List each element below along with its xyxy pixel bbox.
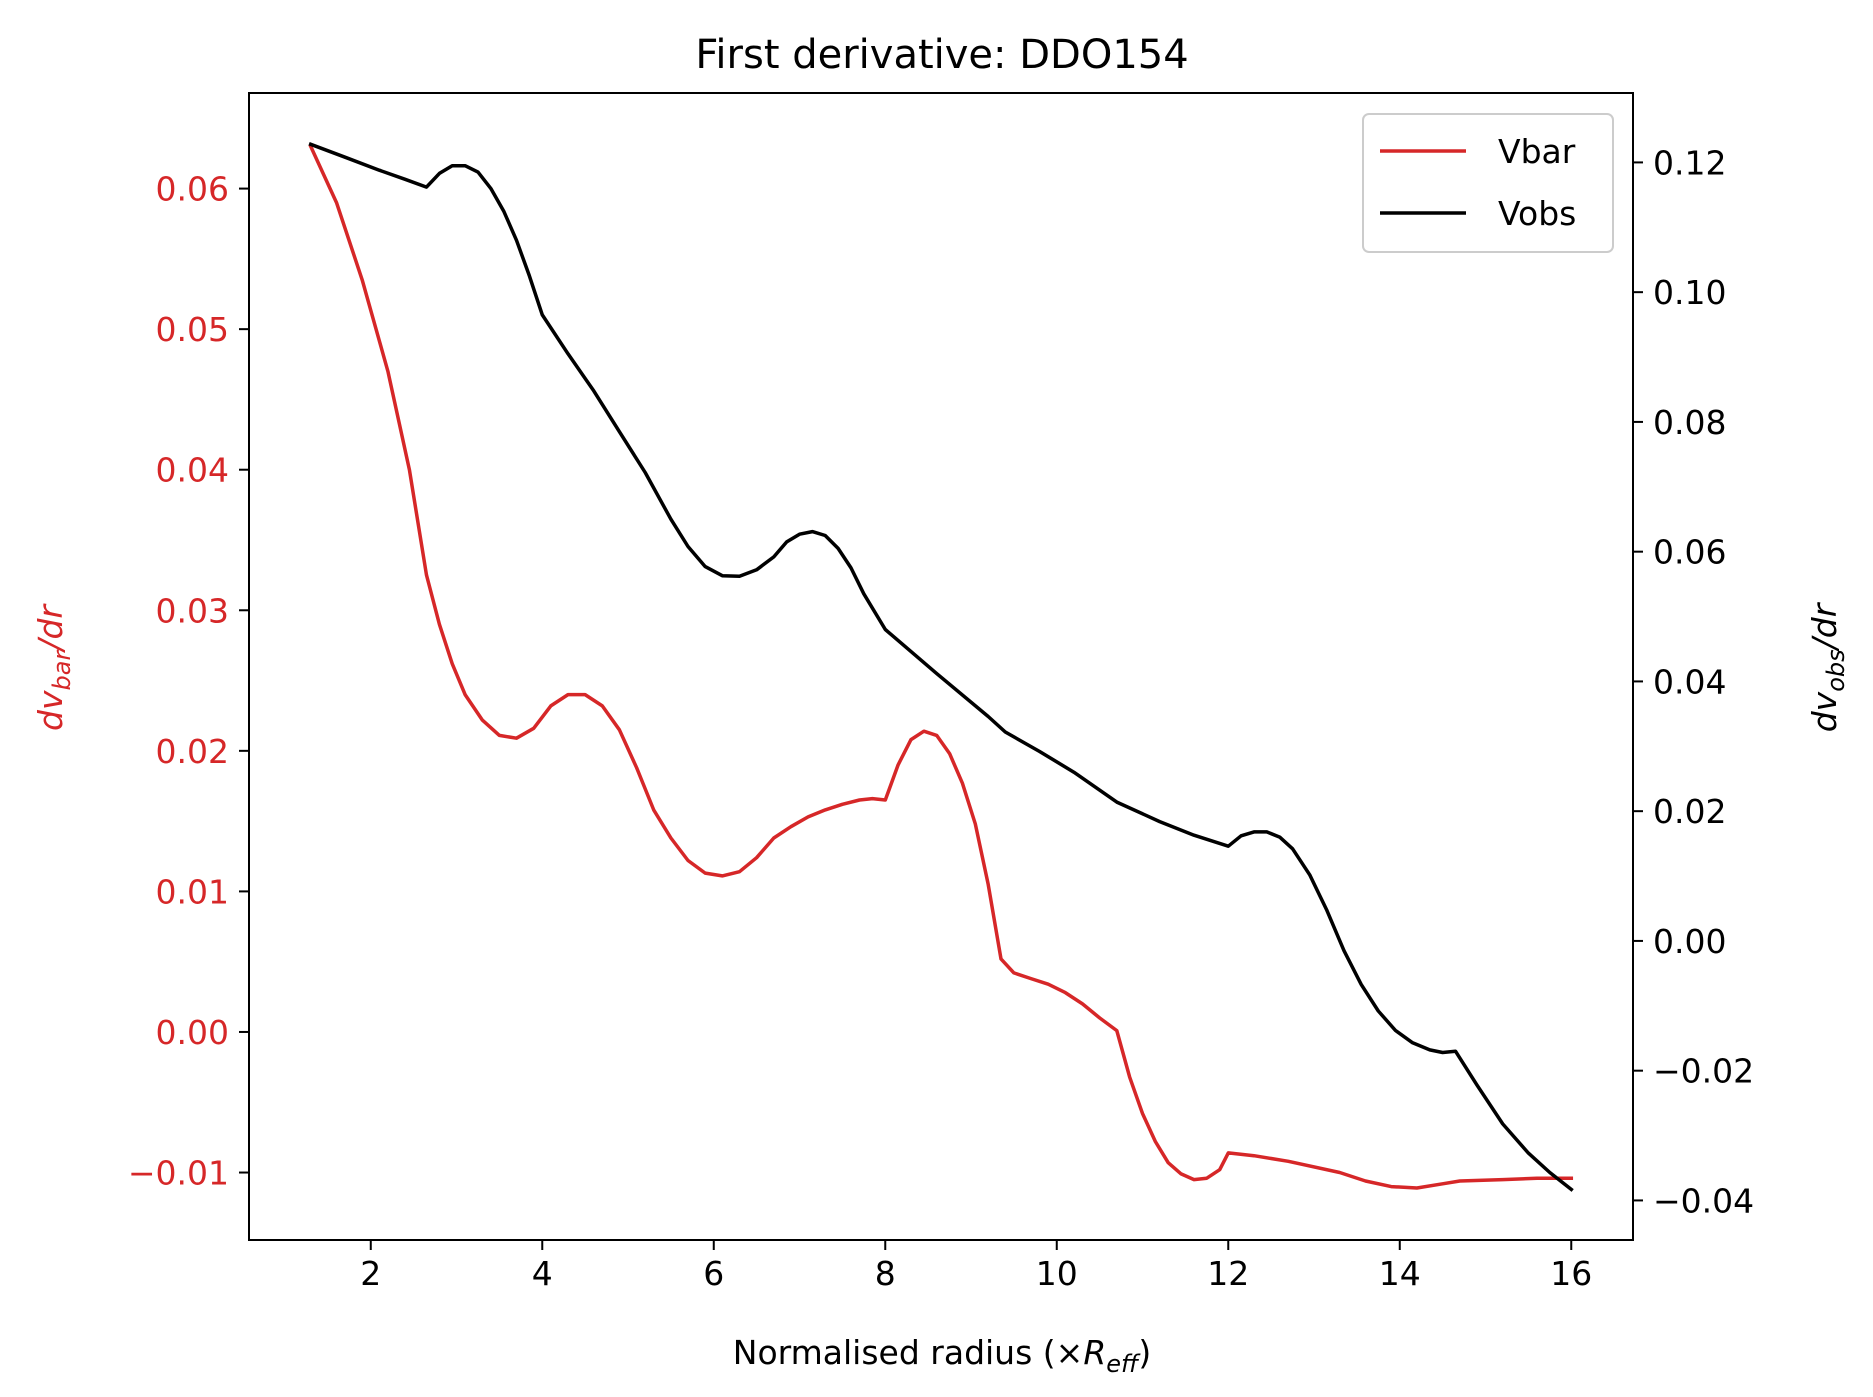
y-right-tick-label: −0.04 [1653,1181,1754,1220]
y-axis-left-title-post: /dr [31,603,70,654]
y-left-tick-label: 0.03 [156,591,229,630]
x-tick-label: 6 [703,1254,724,1293]
x-tick-label: 14 [1379,1254,1421,1293]
x-axis-title: Normalised radius (×Reff) [733,1333,1151,1378]
legend-label-vbar: Vbar [1498,132,1576,171]
x-axis-title-prefix: Normalised radius (× [733,1333,1084,1372]
y-right-tick-label: 0.08 [1653,403,1726,442]
x-axis-title-suffix: ) [1138,1333,1151,1372]
y-axis-left: −0.01 0.00 0.01 0.02 0.03 0.04 0.05 0.06 [128,170,249,1193]
legend-label-vobs: Vobs [1498,194,1576,233]
x-tick-label: 12 [1207,1254,1249,1293]
y-left-tick-label: 0.02 [156,732,229,771]
y-right-tick-label: 0.00 [1653,922,1726,961]
y-right-tick-label: 0.04 [1653,662,1726,701]
y-right-tick-label: 0.10 [1653,273,1726,312]
y-axis-right-title-post: /dr [1805,601,1844,652]
y-right-tick-label: 0.12 [1653,143,1726,182]
y-left-tick-label: 0.01 [156,872,229,911]
y-left-tick-label: −0.01 [128,1154,229,1193]
x-axis: 2 4 6 8 10 12 14 16 [360,1240,1592,1293]
x-tick-label: 2 [360,1254,381,1293]
y-axis-right-title-pre: dv [1805,691,1844,732]
x-tick-label: 4 [532,1254,553,1293]
x-axis-title-sub: eff [1106,1350,1141,1378]
y-right-tick-label: −0.02 [1653,1052,1754,1091]
y-right-tick-label: 0.06 [1653,533,1726,572]
plot-area [248,92,1634,1241]
x-tick-label: 8 [875,1254,896,1293]
legend: Vbar Vobs [1362,113,1614,253]
y-left-tick-label: 0.04 [156,451,229,490]
series-layer [308,142,1574,1192]
series-line-vbar [308,144,1574,1190]
chart-title: First derivative: DDO154 [695,32,1188,78]
y-left-tick-label: 0.05 [156,310,229,349]
y-axis-right-title: dvobs/dr [1805,601,1850,732]
series-line-vobs [308,142,1574,1192]
y-axis-left-title: dvbar/dr [31,603,76,731]
y-right-tick-label: 0.02 [1653,792,1726,831]
y-left-tick-label: 0.00 [156,1013,229,1052]
y-axis-right-title-sub: obs [1822,649,1850,691]
x-axis-title-var: R [1083,1333,1106,1372]
y-axis-left-title-sub: bar [48,649,76,691]
y-axis-right: −0.04 −0.02 0.00 0.02 0.04 0.06 0.08 0.10 0.12 [1633,143,1754,1220]
x-tick-label: 10 [1036,1254,1078,1293]
y-axis-left-title-pre: dv [31,690,70,731]
y-left-tick-label: 0.06 [156,170,229,209]
legend-box [1362,113,1614,253]
x-tick-label: 16 [1550,1254,1592,1293]
